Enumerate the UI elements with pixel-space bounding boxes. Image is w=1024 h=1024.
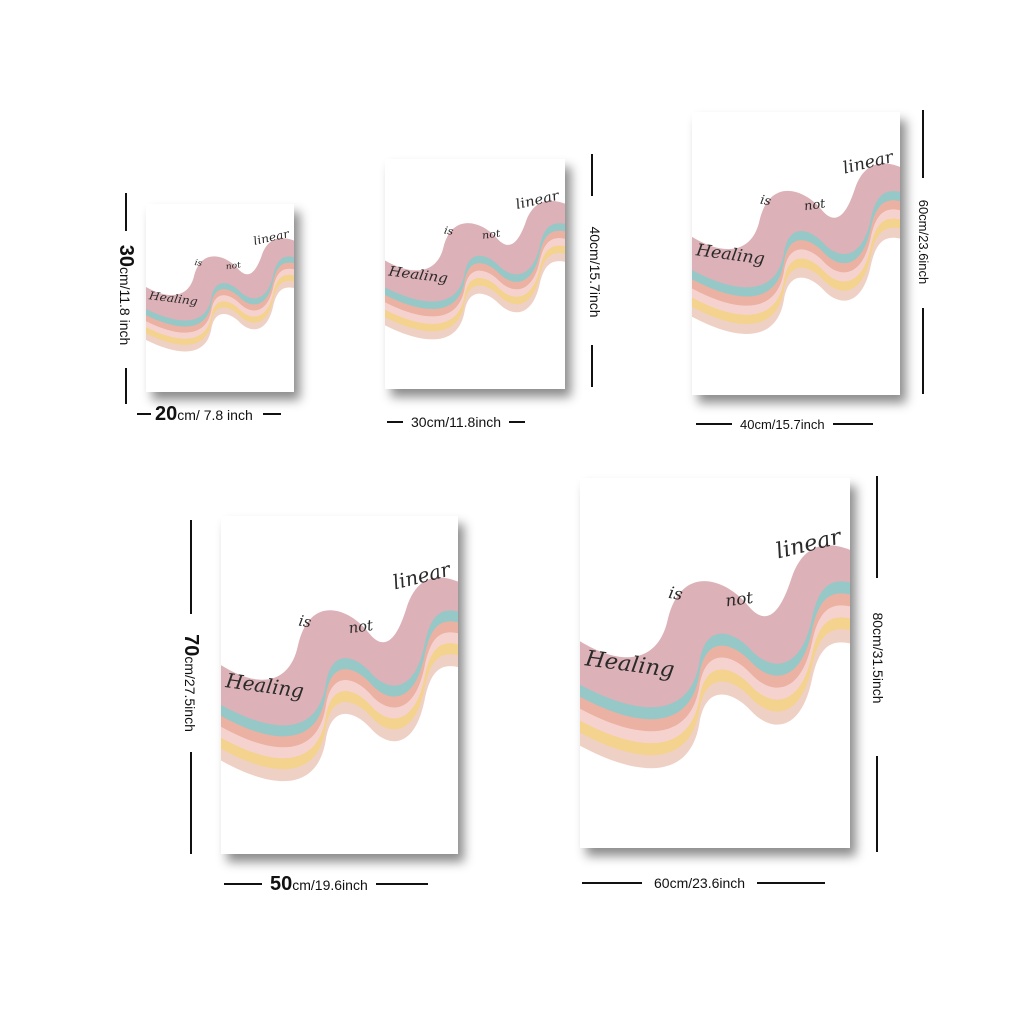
- width-label-40x60: 40cm/15.7inch: [740, 416, 825, 432]
- poster-artwork: Healing is not linear: [385, 188, 565, 340]
- poster-word-is: is: [194, 258, 204, 269]
- poster-word-not: not: [803, 197, 827, 215]
- height-unit: cm/11.8 inch: [117, 266, 133, 346]
- height-label-60x80: 80cm/31.5inch: [866, 588, 886, 728]
- height-label-50x70: 70cm/27.5inch: [179, 608, 202, 758]
- width-number: 20: [155, 402, 178, 425]
- height-dim-line-top: [125, 193, 127, 231]
- height-text: 40cm/15.7inch: [587, 226, 603, 318]
- poster-60x80[interactable]: Healing is not linear: [580, 478, 850, 848]
- wave-band-pink: [385, 200, 565, 302]
- poster-50x70[interactable]: Healing is not linear: [221, 516, 458, 854]
- wave-bands: [221, 577, 458, 782]
- width-label-50x70: 50cm/19.6inch: [270, 874, 368, 895]
- height-dim-line-top: [190, 520, 192, 614]
- poster-40x60[interactable]: Healing is not linear: [692, 112, 900, 395]
- poster-word-healing: Healing: [147, 289, 199, 308]
- height-dim-line-bottom: [591, 345, 593, 387]
- height-label-20x30: 30cm/11.8 inch: [114, 225, 137, 365]
- width-dim-50x70: 50cm/19.6inch: [224, 873, 458, 895]
- height-text: 60cm/23.6inch: [916, 199, 931, 285]
- width-dim-40x60: 40cm/15.7inch: [696, 414, 900, 434]
- dim-line: [375, 883, 428, 885]
- dim-line: [582, 882, 642, 884]
- height-number: 30: [115, 244, 137, 267]
- poster-word-not: not: [347, 616, 374, 637]
- dim-line: [137, 413, 151, 415]
- wave-bands: [146, 238, 294, 352]
- poster-word-is: is: [759, 193, 773, 209]
- dim-line: [262, 413, 281, 415]
- width-label-30x40: 30cm/11.8inch: [411, 414, 502, 430]
- dim-line: [224, 883, 262, 885]
- height-label-40x60: 60cm/23.6inch: [914, 177, 932, 307]
- poster-word-is: is: [443, 224, 455, 238]
- poster-artwork: Healing is not linear: [221, 557, 458, 782]
- width-unit: cm/ 7.8 inch: [177, 406, 253, 423]
- poster-word-is: is: [667, 583, 684, 604]
- width-number: 50: [270, 872, 293, 895]
- height-dim-line-top: [591, 154, 593, 196]
- width-unit: cm/19.6inch: [292, 876, 368, 893]
- height-number: 70: [180, 634, 202, 657]
- poster-word-healing: Healing: [386, 264, 448, 287]
- width-dim-60x80: 60cm/23.6inch: [582, 873, 848, 893]
- height-unit: cm/27.5inch: [182, 656, 198, 732]
- wave-bands: [385, 200, 565, 340]
- wave-band-pink: [221, 577, 458, 726]
- poster-artwork: Healing is not linear: [580, 524, 850, 769]
- height-text: 80cm/31.5inch: [870, 612, 886, 704]
- poster-30x40[interactable]: Healing is not linear: [385, 159, 565, 389]
- wave-band-pink: [146, 238, 294, 321]
- height-dim-line-bottom: [125, 368, 127, 404]
- width-dim-30x40: 30cm/11.8inch: [387, 412, 565, 432]
- dim-line: [757, 882, 826, 884]
- height-dim-line-bottom: [876, 756, 878, 852]
- poster-artwork: Healing is not linear: [146, 227, 294, 352]
- width-label-60x80: 60cm/23.6inch: [654, 875, 746, 891]
- poster-word-not: not: [481, 227, 502, 242]
- poster-word-not: not: [724, 588, 755, 610]
- wave-bands: [692, 163, 900, 334]
- height-dim-line-bottom: [190, 752, 192, 854]
- poster-artwork: Healing is not linear: [692, 147, 900, 334]
- height-label-30x40: 40cm/15.7inch: [583, 202, 603, 342]
- poster-20x30[interactable]: Healing is not linear: [146, 204, 294, 392]
- dim-line: [832, 423, 873, 425]
- wave-bands: [580, 545, 850, 769]
- width-label-20x30: 20cm/ 7.8 inch: [155, 404, 253, 425]
- height-dim-line-top: [922, 110, 924, 178]
- dim-line: [387, 421, 403, 423]
- poster-word-is: is: [297, 612, 313, 632]
- height-dim-line-top: [876, 476, 878, 578]
- dim-line: [509, 421, 526, 423]
- width-dim-20x30: 20cm/ 7.8 inch: [137, 404, 301, 424]
- wave-band-pink: [692, 163, 900, 288]
- poster-word-not: not: [225, 261, 242, 272]
- height-dim-line-bottom: [922, 308, 924, 394]
- dim-line: [696, 423, 732, 425]
- wave-band-pink: [580, 545, 850, 708]
